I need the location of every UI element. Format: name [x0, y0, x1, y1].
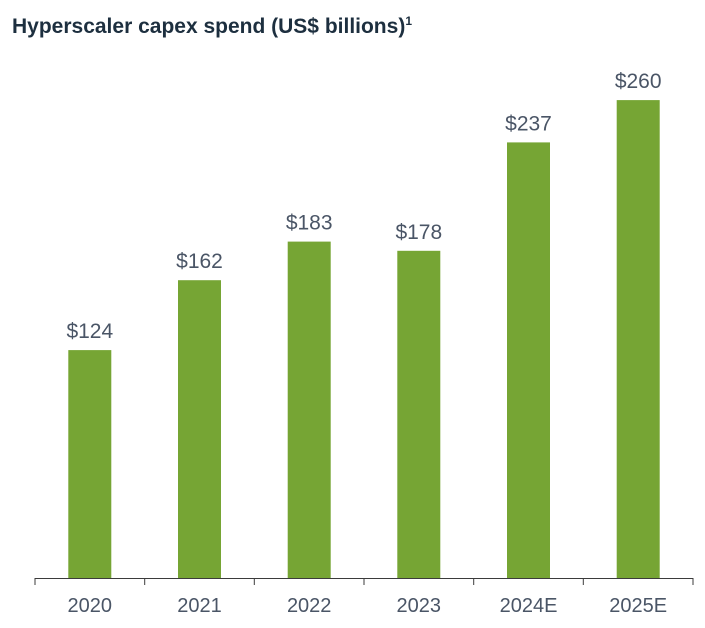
chart-title: Hyperscaler capex spend (US$ billions)1 — [12, 14, 412, 39]
bar-2022 — [287, 241, 331, 578]
bar-2020 — [68, 350, 112, 578]
x-tick-labels-group: 2020 2021 2022 2023 2024E 2025E — [68, 595, 668, 617]
tick-label-2023: 2023 — [397, 595, 442, 617]
bar-2024e — [507, 142, 550, 578]
tick-label-2025e: 2025E — [609, 595, 667, 617]
value-label-2022: $183 — [286, 212, 333, 235]
value-label-2020: $124 — [66, 320, 113, 343]
tick-label-2022: 2022 — [287, 595, 332, 617]
chart-title-text: Hyperscaler capex spend (US$ billions) — [12, 15, 406, 38]
value-label-2023: $178 — [395, 221, 442, 244]
bars-group — [68, 100, 660, 579]
x-axis — [34, 578, 694, 585]
tick-label-2021: 2021 — [177, 595, 222, 617]
chart-title-footnote-marker: 1 — [405, 14, 412, 28]
value-label-2025e: $260 — [615, 70, 662, 93]
bar-2021 — [178, 280, 221, 578]
value-label-2024e: $237 — [505, 112, 552, 135]
tick-label-2020: 2020 — [68, 595, 113, 617]
bar-2023 — [397, 250, 441, 579]
bar-2025e — [616, 100, 660, 578]
value-labels-group: $124 $162 $183 $178 $237 $260 — [66, 70, 661, 343]
tick-label-2024e: 2024E — [500, 595, 558, 617]
value-label-2021: $162 — [176, 250, 223, 273]
